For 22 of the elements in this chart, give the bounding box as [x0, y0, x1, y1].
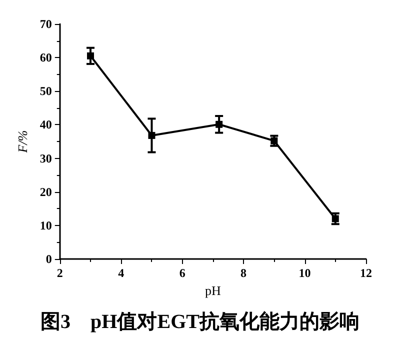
y-tick-label: 40: [40, 118, 52, 132]
x-tick-label: 8: [240, 266, 247, 280]
y-tick-label: 10: [40, 218, 52, 232]
x-tick-label: 6: [179, 266, 186, 280]
text: 图3 pH值对EGT抗氧化能力的影响: [40, 310, 360, 333]
point: [270, 137, 278, 144]
point: [87, 52, 94, 60]
y-axis-title: F/%: [15, 130, 30, 154]
y-tick-label: 30: [40, 151, 52, 166]
y-tick-label: 60: [40, 50, 52, 65]
x-tick-label: 4: [118, 266, 124, 280]
x-axis-title: pH: [205, 282, 221, 298]
point: [148, 132, 156, 139]
y-tick-label: 50: [40, 84, 52, 98]
x-tick-label: 2: [56, 266, 63, 280]
y-tick-label: 0: [46, 252, 52, 266]
point: [332, 215, 339, 222]
y-tick-label: 70: [40, 17, 52, 31]
x-tick-label: 12: [360, 266, 372, 280]
x-tick-label: 10: [298, 266, 311, 280]
y-tick-label: 20: [40, 184, 52, 199]
point: [216, 120, 223, 128]
